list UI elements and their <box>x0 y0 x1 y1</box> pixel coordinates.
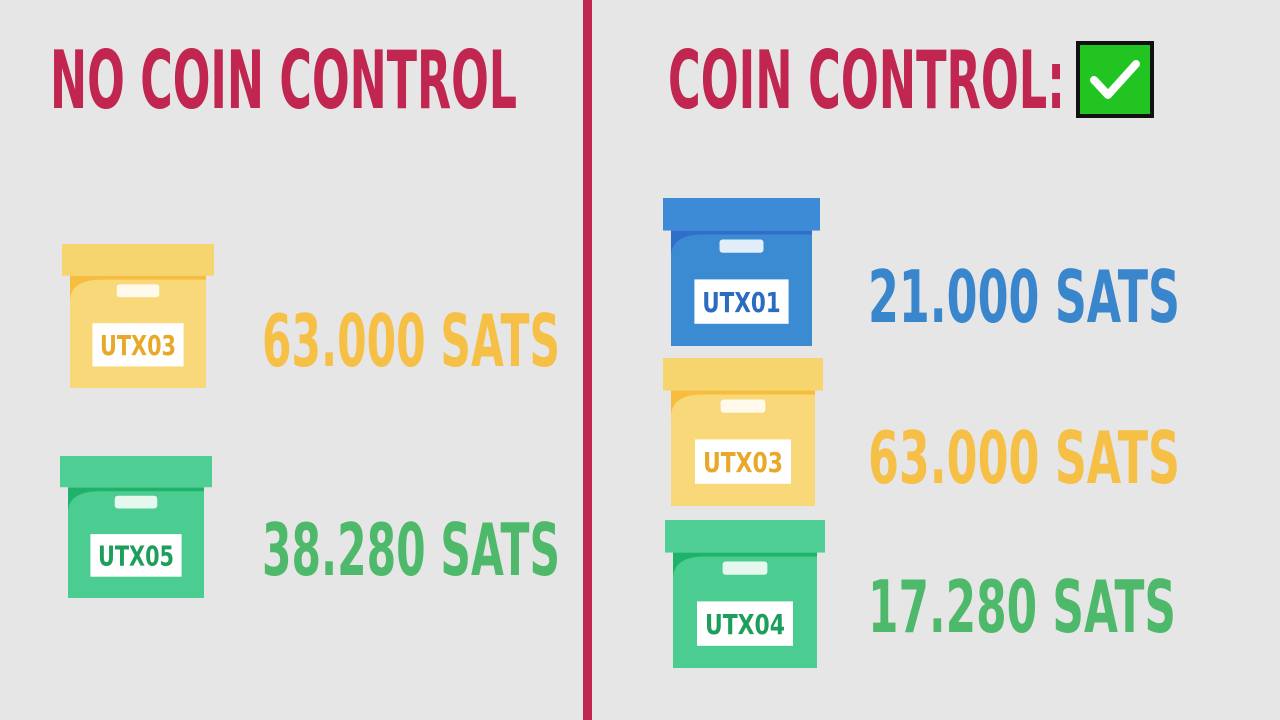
divider <box>583 0 592 720</box>
box-handle <box>720 399 766 413</box>
box-label-card <box>697 601 793 646</box>
box-lid <box>62 244 214 276</box>
box-lid <box>663 198 820 231</box>
box-lid <box>665 520 825 553</box>
storage-box: UTX01 <box>663 198 820 346</box>
box-handle <box>722 561 768 575</box>
box-lid <box>663 358 823 391</box>
amount: 38.280 SATS <box>262 508 560 592</box>
box-handle <box>116 284 160 298</box>
box-label-card <box>695 439 791 484</box>
box-handle <box>114 495 158 509</box>
box-handle <box>719 239 764 253</box>
box-label: UTX05 <box>98 539 174 572</box>
box-label: UTX04 <box>705 608 785 641</box>
amount: 17.280 SATS <box>868 565 1176 649</box>
amount: 21.000 SATS <box>868 255 1180 339</box>
storage-box: UTX05 <box>60 456 212 598</box>
amount: 63.000 SATS <box>868 416 1180 500</box>
box-label: UTX03 <box>703 446 783 479</box>
right-title: COIN CONTROL: <box>668 34 1065 127</box>
box-label-card <box>694 279 789 324</box>
box-label-card <box>92 323 184 367</box>
storage-box: UTX03 <box>663 358 823 506</box>
check-icon <box>1076 41 1154 118</box>
box-label: UTX03 <box>100 329 176 362</box>
amount: 63.000 SATS <box>262 299 560 383</box>
box-lid <box>60 456 212 488</box>
storage-box: UTX03 <box>62 244 214 388</box>
left-title: NO COIN CONTROL <box>50 34 517 127</box>
box-label: UTX01 <box>702 286 781 319</box>
storage-box: UTX04 <box>665 520 825 668</box>
box-label-card <box>90 534 182 577</box>
